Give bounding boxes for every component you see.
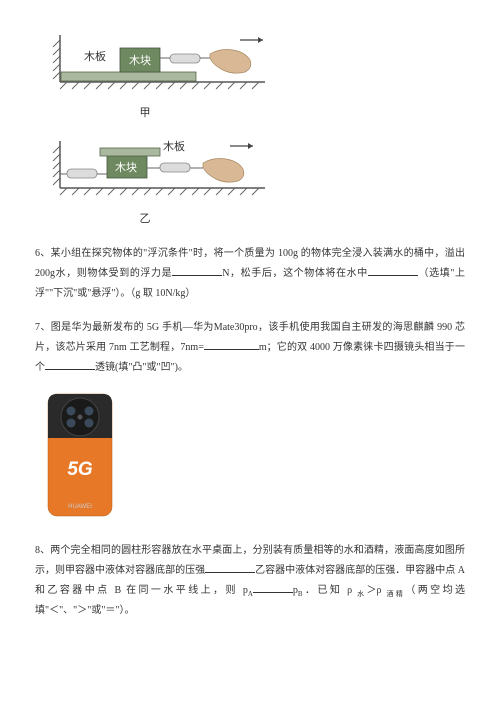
q7-blank2 bbox=[45, 358, 95, 370]
diagram-yi: 木板 木块 乙 bbox=[45, 136, 465, 230]
q6-blank2 bbox=[368, 264, 418, 276]
q8-blank2 bbox=[253, 581, 293, 593]
question-6: 6、某小组在探究物体的"浮沉条件"时，将一个质量为 100g 的物体完全浸入装满… bbox=[35, 244, 465, 304]
q6-unit1: N，松手后，这个物体将在水中 bbox=[222, 268, 368, 279]
q8-text5: ＞ρ bbox=[367, 585, 387, 596]
q8-sub-alcohol: 酒精 bbox=[386, 590, 405, 598]
q8-sub-water: 水 bbox=[357, 590, 366, 598]
diagram-jia: 木板 木块 甲 bbox=[45, 30, 465, 124]
q6-blank1 bbox=[172, 264, 222, 276]
diagram-yi-svg: 木板 木块 bbox=[45, 136, 275, 201]
yi-block-label: 木块 bbox=[115, 161, 137, 174]
diagram-jia-svg: 木板 木块 bbox=[45, 30, 275, 95]
question-7: 7、图是华为最新发布的 5G 手机—华为Mate30pro，该手机使用我国自主研… bbox=[35, 318, 465, 378]
phone-svg: 5G HUAWEI bbox=[40, 390, 120, 520]
diagram-yi-caption: 乙 bbox=[45, 210, 245, 230]
yi-board-label: 木板 bbox=[163, 139, 185, 153]
q7-tail: 透镜(填"凸"或"凹")。 bbox=[95, 362, 188, 373]
q8-text4: ．已知 ρ bbox=[303, 585, 358, 596]
jia-board-label: 木板 bbox=[84, 49, 106, 63]
question-8: 8、两个完全相同的圆柱形容器放在水平桌面上，分别装有质量相等的水和酒精，液面高度… bbox=[35, 541, 465, 621]
jia-block-label: 木块 bbox=[129, 54, 151, 67]
phone-logo: HUAWEI bbox=[68, 504, 92, 510]
q8-blank1 bbox=[205, 561, 255, 573]
diagram-jia-caption: 甲 bbox=[45, 104, 245, 124]
q7-blank1 bbox=[204, 338, 259, 350]
phone-image: 5G HUAWEI bbox=[40, 390, 465, 527]
phone-5g-text: 5G bbox=[67, 459, 93, 480]
